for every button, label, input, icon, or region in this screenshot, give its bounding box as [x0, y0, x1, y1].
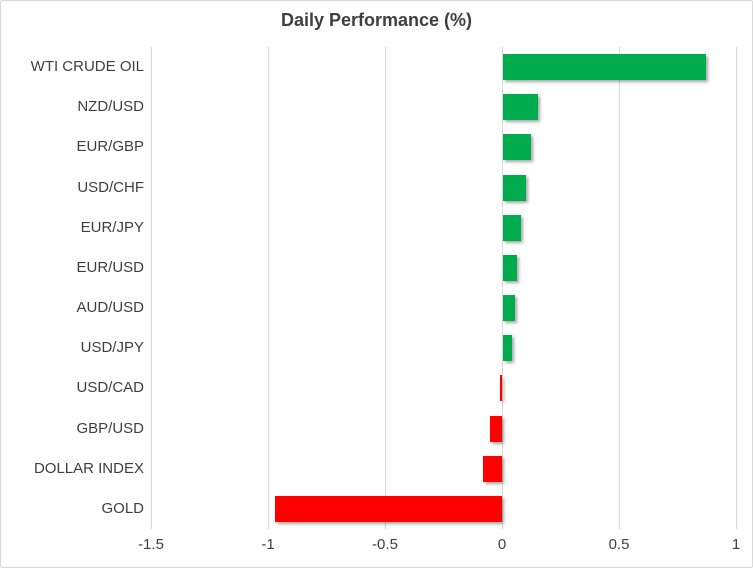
category-label: EUR/USD: [76, 258, 144, 276]
bar-positive: [502, 214, 522, 241]
gridline: [268, 47, 269, 529]
x-axis-tick-label: -0.5: [372, 536, 398, 553]
x-axis-tick-label: -1: [261, 536, 275, 553]
bar-negative: [275, 495, 502, 522]
x-axis-tick-label: 0.5: [608, 536, 630, 553]
category-label: GOLD: [101, 499, 144, 517]
bar-positive: [502, 134, 531, 161]
bar-positive: [502, 335, 512, 362]
bar-positive: [502, 94, 538, 121]
category-label: DOLLAR INDEX: [33, 459, 144, 477]
category-label: USD/JPY: [80, 339, 144, 357]
gridline: [385, 47, 386, 529]
gridline: [619, 47, 620, 529]
category-label: WTI CRUDE OIL: [30, 58, 144, 76]
bar-negative: [499, 375, 502, 402]
bar-positive: [502, 254, 517, 281]
bar-positive: [502, 174, 526, 201]
category-label: GBP/USD: [76, 419, 144, 437]
gridline: [502, 47, 503, 529]
chart-title: Daily Performance (%): [280, 10, 473, 30]
bar-positive: [502, 54, 707, 81]
bar-positive: [502, 295, 516, 322]
bar-negative: [483, 455, 502, 482]
x-axis-tick-label: -1.5: [138, 536, 164, 553]
category-label: USD/CAD: [76, 379, 144, 397]
category-label: EUR/GBP: [76, 138, 144, 156]
x-axis-tick-label: 1: [731, 536, 741, 553]
category-label: USD/CHF: [77, 178, 144, 196]
bar-negative: [490, 415, 502, 442]
x-axis-tick-label: 0: [497, 536, 507, 553]
category-label: NZD/USD: [77, 98, 144, 116]
category-label: EUR/JPY: [80, 218, 144, 236]
gridline: [736, 47, 737, 529]
gridline: [151, 47, 152, 529]
category-label: AUD/USD: [76, 299, 144, 317]
